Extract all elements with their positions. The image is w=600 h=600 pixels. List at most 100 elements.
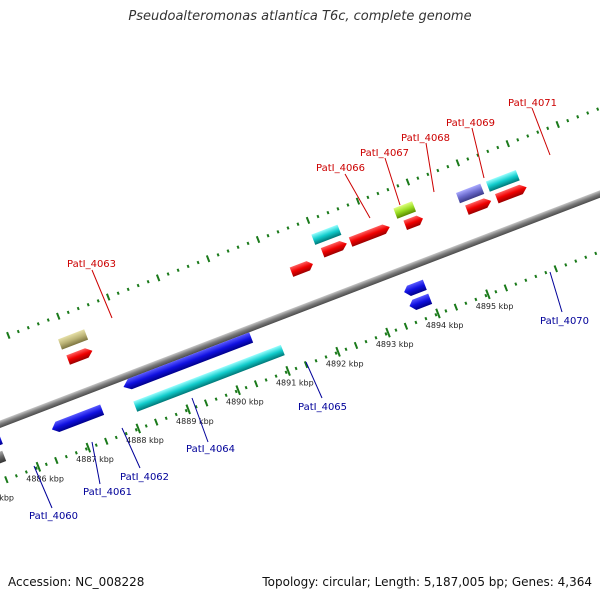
bottom-tick-row	[4, 251, 598, 484]
bottom-strand-features	[0, 279, 433, 468]
minor-tick	[324, 355, 328, 359]
gene-label: PatI_4062	[120, 472, 169, 483]
genome-summary: Topology: circular; Length: 5,187,005 bp…	[262, 575, 592, 589]
minor-tick	[216, 253, 220, 257]
minor-tick	[294, 366, 298, 371]
minor-tick	[296, 222, 300, 226]
kbp-tick	[485, 289, 491, 300]
major-tick	[303, 360, 309, 369]
minor-tick	[274, 374, 278, 378]
minor-tick	[46, 318, 50, 322]
minor-tick	[76, 306, 80, 311]
minor-tick	[444, 309, 448, 313]
minor-tick	[394, 328, 398, 332]
major-tick	[106, 293, 111, 301]
minor-tick	[596, 107, 600, 111]
minor-tick	[24, 470, 28, 474]
minor-tick	[396, 184, 400, 188]
minor-tick	[126, 287, 130, 292]
minor-tick	[114, 435, 118, 440]
map-title: Pseudoalteromonas atlantica T6c, complet…	[128, 9, 472, 24]
major-tick	[255, 235, 261, 244]
minor-tick	[234, 389, 238, 394]
gene-feature	[320, 240, 347, 258]
kbp-tick	[135, 423, 142, 434]
minor-tick	[576, 115, 580, 119]
minor-tick	[184, 408, 188, 413]
kbp-tick	[435, 308, 441, 319]
minor-tick	[524, 278, 528, 283]
major-tick	[155, 274, 161, 282]
major-tick	[54, 456, 59, 465]
minor-tick	[386, 187, 390, 192]
minor-tick	[534, 274, 538, 279]
kbp-label: 4889 kbp	[176, 417, 214, 426]
minor-tick	[514, 282, 518, 286]
kbp-tick	[185, 404, 191, 415]
minor-tick	[566, 118, 570, 123]
kbp-tick	[285, 365, 291, 376]
minor-tick	[474, 297, 478, 302]
minor-tick	[14, 474, 18, 478]
leader-line	[191, 397, 209, 443]
kbp-label: 4891 kbp	[276, 379, 314, 388]
leader-line	[384, 157, 401, 206]
gene-feature	[485, 170, 520, 192]
minor-tick	[224, 393, 228, 398]
minor-tick	[84, 447, 88, 451]
minor-tick	[94, 443, 98, 447]
leader-line	[305, 361, 323, 399]
minor-tick	[146, 279, 150, 284]
minor-tick	[364, 339, 368, 344]
minor-tick	[136, 283, 140, 288]
kbp-tick	[35, 461, 42, 472]
leader-line	[531, 107, 551, 156]
minor-tick	[194, 405, 198, 409]
minor-tick	[16, 329, 20, 334]
leader-line	[33, 465, 53, 509]
major-tick	[353, 341, 359, 350]
minor-tick	[36, 322, 40, 326]
minor-tick	[144, 424, 148, 428]
minor-tick	[546, 126, 550, 131]
minor-tick	[594, 251, 598, 256]
minor-tick	[344, 347, 348, 352]
minor-tick	[124, 431, 128, 436]
gene-feature	[393, 201, 417, 219]
minor-tick	[526, 134, 530, 138]
gene-feature	[404, 279, 427, 296]
leader-line	[121, 427, 141, 469]
minor-tick	[246, 241, 250, 246]
leader-line	[549, 271, 563, 313]
minor-tick	[574, 259, 578, 263]
major-tick	[355, 197, 361, 205]
major-tick	[6, 331, 11, 340]
minor-tick	[314, 359, 318, 363]
minor-tick	[544, 270, 548, 275]
kbp-label: 4892 kbp	[326, 359, 364, 368]
kbp-tick	[385, 327, 391, 338]
minor-tick	[424, 316, 428, 321]
minor-tick	[496, 145, 500, 150]
major-tick	[503, 284, 509, 292]
minor-tick	[484, 293, 488, 298]
gene-feature	[0, 450, 7, 468]
major-tick	[203, 399, 209, 407]
major-tick	[555, 120, 560, 129]
top-tick-row	[6, 107, 600, 340]
minor-tick	[196, 260, 200, 265]
major-tick	[453, 303, 459, 311]
accession-label: Accession: NC_008228	[8, 575, 145, 589]
minor-tick	[214, 397, 218, 401]
gene-label: PatI_4061	[83, 487, 132, 498]
gene-labels: PatI_4063 PatI_4066 PatI_4067 PatI_4068 …	[29, 98, 589, 522]
minor-tick	[446, 164, 450, 169]
gene-feature	[58, 329, 89, 350]
minor-tick	[226, 249, 230, 253]
gene-feature	[51, 404, 105, 433]
minor-tick	[346, 203, 350, 207]
gene-label: PatI_4065	[298, 402, 347, 413]
minor-tick	[316, 214, 320, 219]
minor-tick	[366, 195, 370, 200]
